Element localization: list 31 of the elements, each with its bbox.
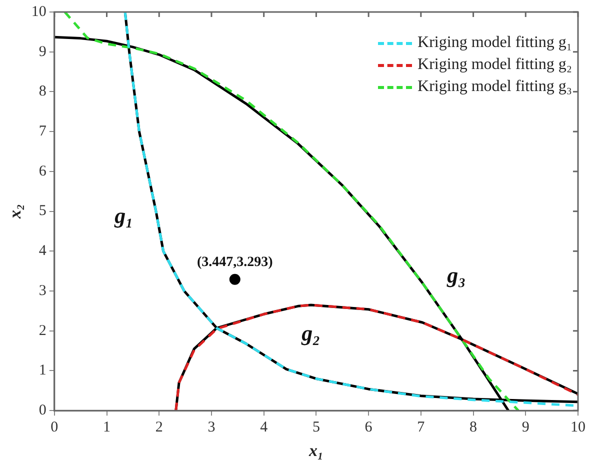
y-tick-label: 6 xyxy=(38,163,47,180)
y-tick-label: 2 xyxy=(38,322,46,339)
y-tick-label: 10 xyxy=(31,4,46,20)
y-tick-label: 0 xyxy=(38,402,46,419)
annotation: g₃ xyxy=(446,262,466,288)
x-tick-label: 5 xyxy=(312,420,320,436)
x-tick-label: 1 xyxy=(103,420,111,436)
y-tick-label: 1 xyxy=(38,362,46,379)
x-tick-label: 2 xyxy=(155,420,163,436)
x-tick-label: 8 xyxy=(470,420,478,436)
y-tick-label: 8 xyxy=(38,84,46,100)
x-tick-label: 9 xyxy=(522,420,530,436)
x-tick-label: 6 xyxy=(364,420,373,436)
legend-label: Kriging model fitting g₂ xyxy=(418,55,572,75)
y-axis-title: x₂ xyxy=(6,204,25,220)
annotation: g₂ xyxy=(300,320,320,346)
x-tick-label: 3 xyxy=(208,420,216,436)
x-tick-label: 7 xyxy=(417,420,426,436)
x-tick-label: 10 xyxy=(570,420,586,436)
y-tick-label: 7 xyxy=(38,124,47,140)
x-tick-label: 4 xyxy=(260,420,268,436)
annotation: g₁ xyxy=(114,202,134,228)
x-tick-label: 0 xyxy=(50,420,58,436)
legend-label: Kriging model fitting g₁ xyxy=(418,33,572,53)
y-tick-label: 5 xyxy=(38,203,46,220)
y-tick-label: 4 xyxy=(38,243,47,260)
x-axis-title: x₁ xyxy=(308,441,324,460)
y-tick-label: 9 xyxy=(38,44,46,60)
y-tick-label: 3 xyxy=(38,282,46,299)
annotation: (3.447,3.293) xyxy=(196,254,274,270)
legend-label: Kriging model fitting g₃ xyxy=(418,77,572,97)
